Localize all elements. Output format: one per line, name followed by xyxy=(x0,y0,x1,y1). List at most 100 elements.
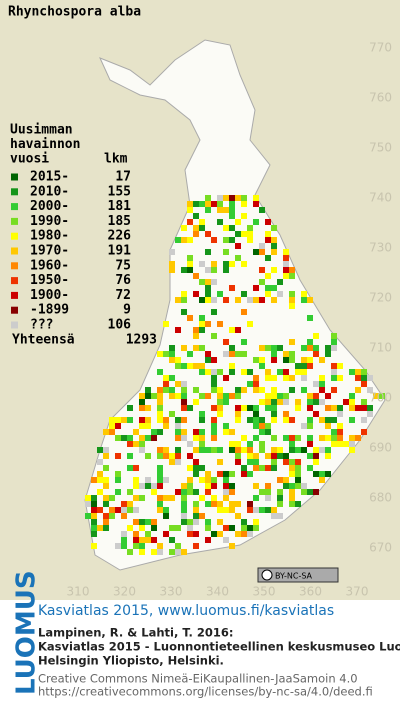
occurrence-square xyxy=(145,387,151,393)
occurrence-square xyxy=(127,453,133,459)
occurrence-square xyxy=(247,471,253,477)
occurrence-square xyxy=(367,387,373,393)
occurrence-square xyxy=(265,489,271,495)
occurrence-square xyxy=(361,429,367,435)
occurrence-square xyxy=(331,375,337,381)
occurrence-square xyxy=(289,447,295,453)
occurrence-square xyxy=(265,231,271,237)
occurrence-square xyxy=(199,225,205,231)
occurrence-square xyxy=(289,471,295,477)
occurrence-square xyxy=(235,405,241,411)
occurrence-square xyxy=(211,357,217,363)
occurrence-square xyxy=(331,333,337,339)
occurrence-square xyxy=(187,207,193,213)
occurrence-square xyxy=(193,429,199,435)
occurrence-square xyxy=(139,447,145,453)
y-grid-label: 740 xyxy=(369,191,392,205)
occurrence-square xyxy=(199,411,205,417)
occurrence-square xyxy=(349,405,355,411)
occurrence-square xyxy=(115,423,121,429)
occurrence-square xyxy=(199,261,205,267)
occurrence-square xyxy=(157,507,163,513)
x-grid-label: 340 xyxy=(206,585,229,599)
occurrence-square xyxy=(265,255,271,261)
occurrence-square xyxy=(271,435,277,441)
occurrence-square xyxy=(181,495,187,501)
occurrence-square xyxy=(241,309,247,315)
occurrence-square xyxy=(211,369,217,375)
occurrence-square xyxy=(205,291,211,297)
occurrence-square xyxy=(115,435,121,441)
occurrence-square xyxy=(199,393,205,399)
legend-label: 1900- xyxy=(30,288,69,303)
occurrence-square xyxy=(103,519,109,525)
occurrence-square xyxy=(163,381,169,387)
occurrence-square xyxy=(301,297,307,303)
occurrence-square xyxy=(307,357,313,363)
occurrence-square xyxy=(163,423,169,429)
occurrence-square xyxy=(235,393,241,399)
occurrence-square xyxy=(205,207,211,213)
occurrence-square xyxy=(181,405,187,411)
occurrence-square xyxy=(175,453,181,459)
occurrence-square xyxy=(259,489,265,495)
occurrence-square xyxy=(181,225,187,231)
footer-link[interactable]: Kasviatlas 2015, www.luomus.fi/kasviatla… xyxy=(38,603,334,619)
occurrence-square xyxy=(217,387,223,393)
legend-total-label: Yhteensä xyxy=(12,332,75,347)
occurrence-square xyxy=(145,537,151,543)
occurrence-square xyxy=(307,423,313,429)
occurrence-square xyxy=(307,363,313,369)
occurrence-square xyxy=(229,369,235,375)
occurrence-square xyxy=(289,375,295,381)
occurrence-square xyxy=(247,525,253,531)
occurrence-square xyxy=(145,477,151,483)
occurrence-square xyxy=(91,519,97,525)
occurrence-square xyxy=(367,405,373,411)
occurrence-square xyxy=(253,519,259,525)
occurrence-square xyxy=(295,435,301,441)
occurrence-square xyxy=(205,201,211,207)
occurrence-square xyxy=(211,309,217,315)
occurrence-square xyxy=(193,363,199,369)
occurrence-square xyxy=(103,453,109,459)
occurrence-square xyxy=(139,495,145,501)
y-grid-label: 770 xyxy=(369,41,392,55)
occurrence-square xyxy=(265,219,271,225)
occurrence-square xyxy=(205,297,211,303)
occurrence-square xyxy=(133,429,139,435)
occurrence-square xyxy=(145,483,151,489)
occurrence-square xyxy=(181,381,187,387)
occurrence-square xyxy=(289,273,295,279)
occurrence-square xyxy=(115,471,121,477)
occurrence-square xyxy=(313,459,319,465)
occurrence-square xyxy=(121,531,127,537)
occurrence-square xyxy=(145,423,151,429)
occurrence-square xyxy=(361,405,367,411)
occurrence-square xyxy=(283,255,289,261)
occurrence-square xyxy=(289,483,295,489)
occurrence-square xyxy=(331,369,337,375)
occurrence-square xyxy=(217,507,223,513)
occurrence-square xyxy=(187,453,193,459)
occurrence-square xyxy=(169,249,175,255)
occurrence-square xyxy=(139,399,145,405)
occurrence-square xyxy=(205,483,211,489)
occurrence-square xyxy=(271,357,277,363)
occurrence-square xyxy=(181,309,187,315)
occurrence-square xyxy=(307,453,313,459)
legend-swatch xyxy=(11,262,18,270)
occurrence-square xyxy=(193,513,199,519)
occurrence-square xyxy=(265,483,271,489)
occurrence-square xyxy=(259,447,265,453)
occurrence-square xyxy=(181,549,187,555)
occurrence-square xyxy=(199,477,205,483)
occurrence-square xyxy=(247,441,253,447)
occurrence-square xyxy=(91,507,97,513)
occurrence-square xyxy=(229,195,235,201)
occurrence-square xyxy=(289,297,295,303)
occurrence-square xyxy=(205,525,211,531)
occurrence-square xyxy=(97,489,103,495)
occurrence-square xyxy=(133,477,139,483)
occurrence-square xyxy=(295,447,301,453)
